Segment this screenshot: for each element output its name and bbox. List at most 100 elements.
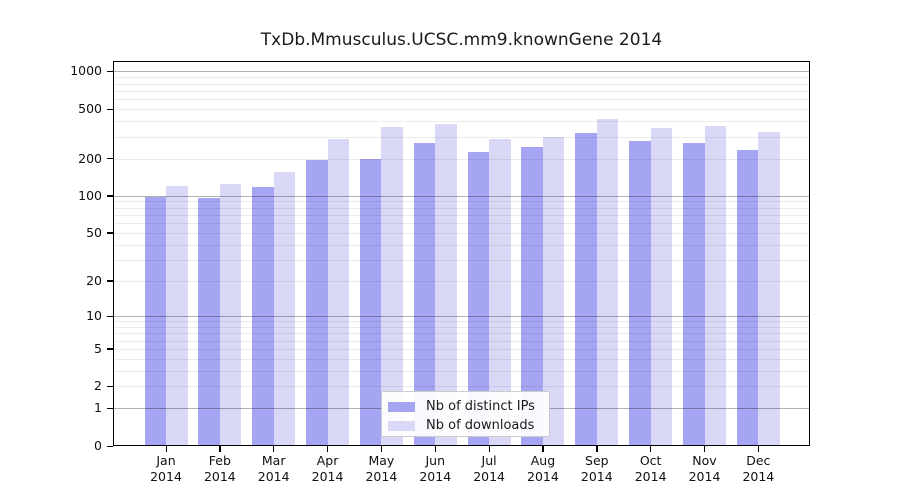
- legend-swatch-distinct-ips: [388, 401, 415, 412]
- bar-nb-of-downloads-oct-2014: [650, 127, 673, 446]
- y-tick-5: [107, 348, 113, 350]
- gridline-8: [113, 326, 810, 328]
- bar-nb-of-downloads-sep-2014: [596, 119, 619, 446]
- y-tick-label-0: 0: [94, 438, 102, 453]
- y-tick-label-50: 50: [86, 224, 102, 240]
- gridline-3: [113, 370, 810, 372]
- bar-nb-of-distinct-ips-jun-2014: [413, 143, 436, 446]
- gridline-9: [113, 321, 810, 323]
- y-tick-50: [107, 232, 113, 234]
- bar-nb-of-distinct-ips-mar-2014: [252, 187, 274, 446]
- x-tick-feb-2014: [219, 446, 221, 452]
- x-tick-label-jan-2014: Jan 2014: [150, 453, 182, 484]
- bar-nb-of-downloads-jul-2014: [489, 139, 511, 446]
- y-tick-label-2: 2: [94, 378, 102, 394]
- bar-nb-of-distinct-ips-dec-2014: [736, 149, 759, 446]
- x-tick-label-apr-2014: Apr 2014: [311, 453, 344, 484]
- y-tick-label-5: 5: [94, 340, 102, 356]
- y-tick-label-1000: 1000: [70, 63, 102, 79]
- bar-nb-of-downloads-jan-2014: [166, 186, 188, 446]
- bar-nb-of-downloads-dec-2014: [758, 131, 780, 446]
- x-tick-label-nov-2014: Nov 2014: [688, 453, 721, 484]
- gridline-10: [113, 316, 810, 317]
- x-tick-dec-2014: [757, 446, 760, 452]
- grid-layer: [113, 61, 810, 446]
- y-tick-1000: [107, 70, 113, 73]
- bar-nb-of-distinct-ips-jan-2014: [144, 197, 166, 446]
- bar-nb-of-distinct-ips-aug-2014: [521, 147, 543, 446]
- gridline-300: [113, 136, 810, 138]
- bar-nb-of-downloads-may-2014: [381, 127, 403, 446]
- bar-nb-of-downloads-feb-2014: [219, 184, 242, 446]
- y-tick-label-1: 1: [94, 400, 102, 416]
- x-tick-label-jun-2014: Jun 2014: [419, 453, 452, 484]
- x-tick-label-feb-2014: Feb 2014: [203, 453, 236, 484]
- legend-swatch-downloads: [388, 420, 415, 431]
- x-tick-label-mar-2014: Mar 2014: [257, 453, 290, 484]
- gridline-7: [113, 333, 810, 335]
- bar-nb-of-distinct-ips-sep-2014: [575, 132, 597, 446]
- bar-nb-of-downloads-jun-2014: [435, 123, 457, 446]
- x-tick-sep-2014: [596, 446, 598, 452]
- x-tick-label-oct-2014: Oct 2014: [634, 453, 667, 484]
- y-tick-label-500: 500: [78, 101, 102, 116]
- y-tick-1: [107, 407, 113, 410]
- bar-nb-of-downloads-nov-2014: [704, 126, 726, 446]
- gridline-500: [113, 109, 810, 110]
- x-tick-nov-2014: [704, 446, 706, 452]
- gridline-90: [113, 201, 810, 203]
- gridline-4: [113, 358, 810, 360]
- bar-nb-of-distinct-ips-jul-2014: [467, 152, 490, 446]
- y-tick-label-100: 100: [78, 187, 102, 203]
- plot-area: [113, 61, 810, 446]
- y-tick-label-20: 20: [86, 272, 102, 288]
- gridline-600: [113, 99, 810, 101]
- gridline-70: [113, 214, 810, 216]
- x-tick-label-jul-2014: Jul 2014: [473, 453, 505, 484]
- x-tick-aug-2014: [542, 446, 544, 452]
- x-tick-apr-2014: [327, 446, 329, 452]
- gridline-6: [113, 340, 810, 342]
- x-tick-jul-2014: [488, 446, 490, 452]
- x-tick-label-dec-2014: Dec 2014: [742, 453, 775, 484]
- x-tick-may-2014: [380, 446, 383, 452]
- y-tick-label-200: 200: [78, 150, 102, 166]
- gridline-40: [113, 244, 810, 246]
- gridline-50: [113, 232, 810, 234]
- legend-item-distinct-ips: Nb of distinct IPs: [388, 397, 549, 416]
- gridline-400: [113, 121, 810, 123]
- gridline-2: [113, 386, 810, 388]
- x-tick-oct-2014: [650, 446, 652, 452]
- bar-nb-of-distinct-ips-feb-2014: [198, 198, 220, 446]
- x-tick-label-aug-2014: Aug 2014: [527, 453, 559, 484]
- y-tick-0: [107, 445, 113, 447]
- gridline-20: [113, 280, 810, 282]
- gridline-100: [113, 195, 810, 197]
- y-tick-10: [107, 315, 113, 317]
- bar-nb-of-downloads-aug-2014: [542, 136, 565, 446]
- y-tick-2: [107, 385, 113, 388]
- bar-nb-of-distinct-ips-nov-2014: [683, 142, 705, 446]
- gridline-1000: [113, 71, 810, 73]
- gridline-30: [113, 259, 810, 261]
- x-tick-jan-2014: [165, 446, 167, 452]
- x-tick-label-may-2014: May 2014: [365, 453, 398, 484]
- bar-nb-of-distinct-ips-apr-2014: [306, 159, 328, 446]
- legend-label-distinct-ips: Nb of distinct IPs: [426, 399, 535, 414]
- x-tick-label-sep-2014: Sep 2014: [580, 453, 613, 484]
- x-tick-jun-2014: [434, 446, 437, 452]
- bar-nb-of-distinct-ips-may-2014: [359, 159, 382, 446]
- y-tick-20: [107, 280, 113, 282]
- bar-nb-of-downloads-mar-2014: [273, 172, 296, 446]
- gridline-200: [113, 158, 810, 160]
- bars-layer: [113, 61, 810, 446]
- x-tick-mar-2014: [273, 446, 275, 452]
- bar-nb-of-distinct-ips-oct-2014: [629, 141, 651, 446]
- bar-nb-of-downloads-apr-2014: [327, 139, 350, 446]
- gridline-60: [113, 223, 810, 225]
- gridline-5: [113, 348, 810, 350]
- gridline-900: [113, 77, 810, 79]
- legend-label-downloads: Nb of downloads: [426, 418, 535, 433]
- y-tick-100: [107, 195, 113, 197]
